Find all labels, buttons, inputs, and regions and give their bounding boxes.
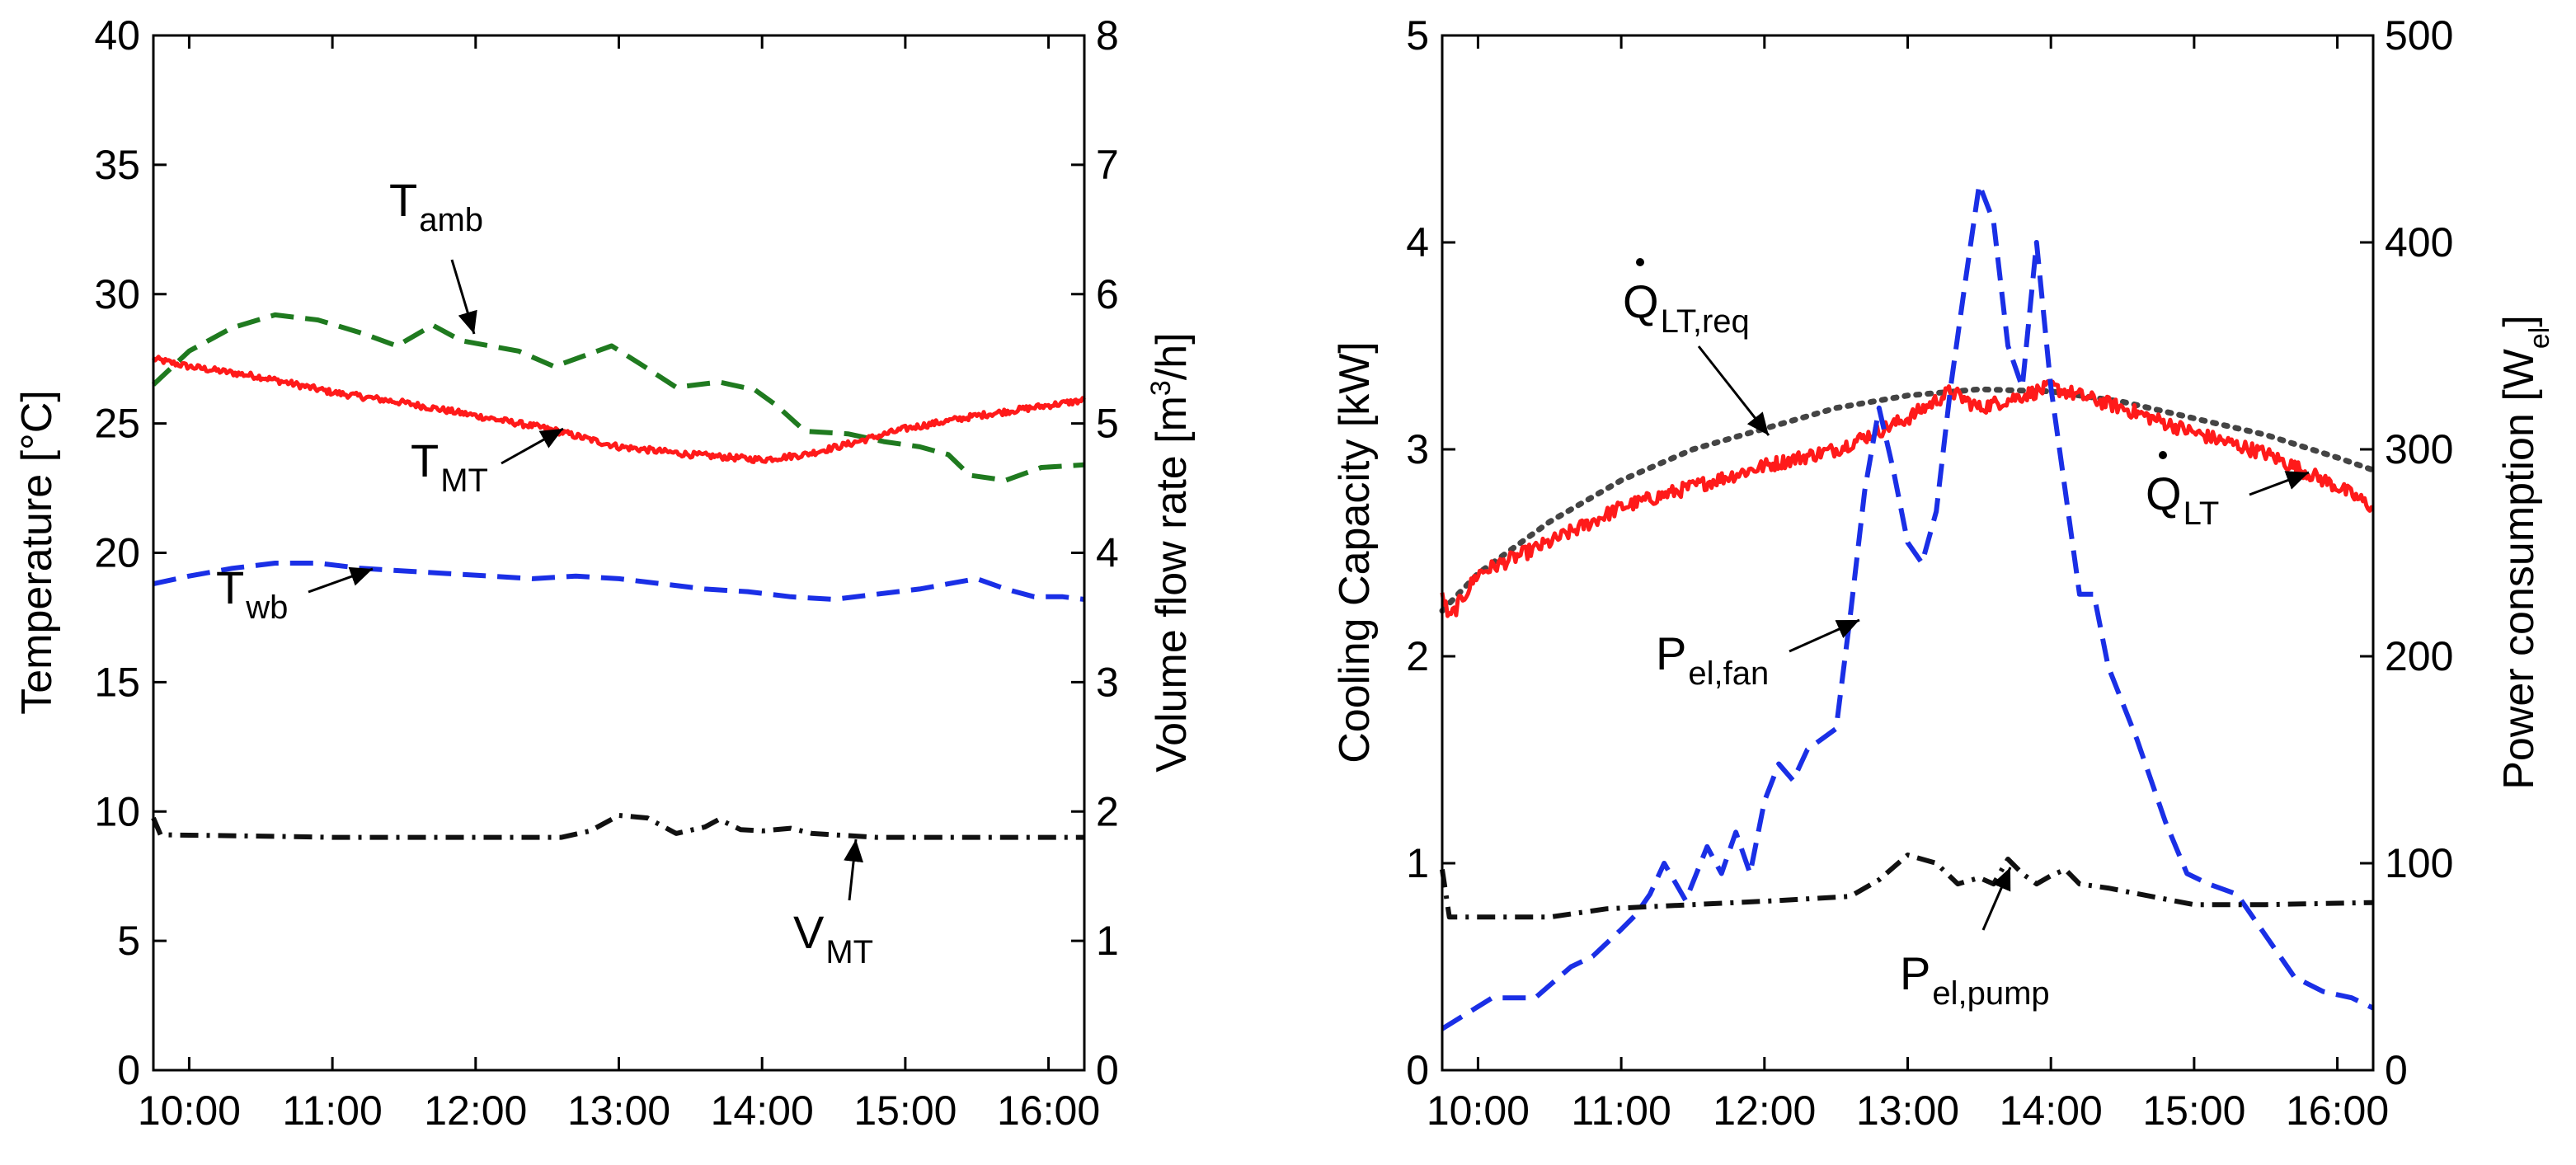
svg-text:QLT,req: QLT,req (1623, 275, 1750, 340)
left-y2tick-label: 8 (1096, 12, 1119, 59)
left-xtick-label: 16:00 (997, 1087, 1100, 1134)
annot-t-mt-arrow (501, 427, 564, 465)
left-xtick-label: 10:00 (138, 1087, 241, 1134)
right-y2tick-label: 500 (2385, 12, 2453, 59)
annot-p-el-pump-arrow (1981, 867, 2012, 931)
annot-v-mt: VMT (793, 839, 873, 970)
right-y2tick-label: 400 (2385, 219, 2453, 265)
left-ytick-label: 5 (117, 918, 140, 964)
left-series-t-amb (151, 312, 1085, 483)
left-y2tick-label: 2 (1096, 788, 1119, 834)
left-ytick-label: 0 (117, 1047, 140, 1093)
left-y2tick-label: 3 (1096, 659, 1119, 705)
svg-text:QLT: QLT (2146, 467, 2219, 532)
left-ylabel: Temperature [°C] (13, 390, 61, 715)
right-ytick-label: 0 (1406, 1047, 1429, 1093)
right-series-q-lt-req (1439, 386, 2376, 614)
right-xtick-label: 11:00 (1571, 1087, 1671, 1134)
left-y2tick-label: 6 (1096, 271, 1119, 317)
right-ytick-label: 2 (1406, 633, 1429, 679)
annot-q-lt-req-arrow (1697, 345, 1770, 436)
annot-p-el-pump: Pel,pump (1900, 867, 2050, 1012)
left-ytick-label: 15 (94, 659, 140, 705)
left-ytick-label: 25 (94, 401, 140, 447)
right-y2tick-label: 300 (2385, 426, 2453, 472)
annot-q-lt-req: QLT,req (1623, 258, 1770, 436)
right-xtick-label: 16:00 (2286, 1087, 2389, 1134)
left-panel: 10:00 11:00 12:00 13:00 14:00 15:00 16:0005101… (13, 12, 1196, 1134)
left-y2tick-label: 1 (1096, 918, 1119, 964)
left-y2tick-label: 5 (1096, 401, 1119, 447)
annot-v-mt-arrow (844, 839, 864, 901)
left-xtick-label: 14:00 (711, 1087, 814, 1134)
svg-text:Pel,fan: Pel,fan (1656, 627, 1769, 692)
right-y2tick-label: 0 (2385, 1047, 2408, 1093)
right-series-p-el-pump (1440, 853, 2374, 920)
svg-text:Pel,pump: Pel,pump (1900, 947, 2050, 1012)
left-ticks-group: 10:00 11:00 12:00 13:00 14:00 15:00 16:0005101… (94, 12, 1118, 1134)
right-y2label: Power consumption [Wel] (2495, 315, 2555, 790)
right-xtick-label: 15:00 (2142, 1087, 2245, 1134)
right-ytick-label: 5 (1406, 12, 1429, 59)
left-ytick-label: 10 (94, 788, 140, 834)
right-xtick-label: 10:00 (1427, 1087, 1530, 1134)
left-plot-frame (152, 34, 1086, 1072)
left-y2tick-label: 4 (1096, 530, 1119, 576)
right-xtick-label: 14:00 (2000, 1087, 2103, 1134)
right-series-q-lt (1440, 378, 2374, 618)
left-xtick-label: 15:00 (853, 1087, 957, 1134)
left-ytick-label: 20 (94, 530, 140, 576)
svg-text:Twb: Twb (216, 561, 288, 626)
left-xtick-label: 11:00 (282, 1087, 382, 1134)
right-series-group (1439, 181, 2376, 1031)
right-ytick-label: 4 (1406, 219, 1429, 265)
left-series-t-wb (153, 561, 1085, 602)
svg-text:TMT: TMT (411, 435, 488, 499)
annot-t-amb-arrow (450, 259, 477, 335)
svg-text:VMT: VMT (793, 906, 873, 970)
right-ytick-label: 1 (1406, 840, 1429, 886)
annot-q-lt: QLT (2146, 451, 2310, 532)
right-plot-frame (1441, 34, 2375, 1072)
left-ytick-label: 35 (94, 142, 140, 188)
left-ytick-label: 30 (94, 271, 140, 317)
right-ytick-label: 3 (1406, 426, 1429, 472)
annot-q-lt-dot (2159, 451, 2167, 459)
left-series-t-mt (151, 355, 1086, 464)
annot-t-wb: Twb (216, 561, 374, 626)
left-y2tick-label: 7 (1096, 142, 1119, 188)
right-series-p-el-fan (1441, 181, 2375, 1031)
annot-t-amb: Tamb (389, 174, 483, 335)
left-xtick-label: 12:00 (424, 1087, 527, 1134)
annot-q-lt-arrow (2249, 471, 2310, 496)
annot-q-lt-req-dot (1636, 258, 1644, 266)
left-xtick-label: 13:00 (567, 1087, 670, 1134)
annot-t-wb-arrow (308, 566, 374, 594)
left-series-v-mt (151, 813, 1084, 840)
left-y2label: Volume flow rate [m3/h] (1145, 332, 1196, 772)
right-panel: 10:00 11:00 12:00 13:00 14:00 15:00 16:0001234… (1331, 12, 2555, 1134)
right-ticks-group: 10:00 11:00 12:00 13:00 14:00 15:00 16:0001234… (1406, 12, 2453, 1134)
left-series-group (151, 312, 1086, 840)
annot-p-el-fan: Pel,fan (1656, 618, 1860, 692)
right-y2tick-label: 100 (2385, 840, 2453, 886)
svg-text:Tamb: Tamb (389, 174, 483, 238)
right-xtick-label: 12:00 (1713, 1087, 1816, 1134)
right-y2tick-label: 200 (2385, 633, 2453, 679)
annot-p-el-fan-arrow (1789, 618, 1860, 653)
left-ytick-label: 40 (94, 12, 140, 59)
right-xtick-label: 13:00 (1856, 1087, 1959, 1134)
right-ylabel: Cooling Capacity [kW] (1331, 341, 1379, 763)
left-y2tick-label: 0 (1096, 1047, 1119, 1093)
annot-t-mt: TMT (411, 427, 564, 499)
